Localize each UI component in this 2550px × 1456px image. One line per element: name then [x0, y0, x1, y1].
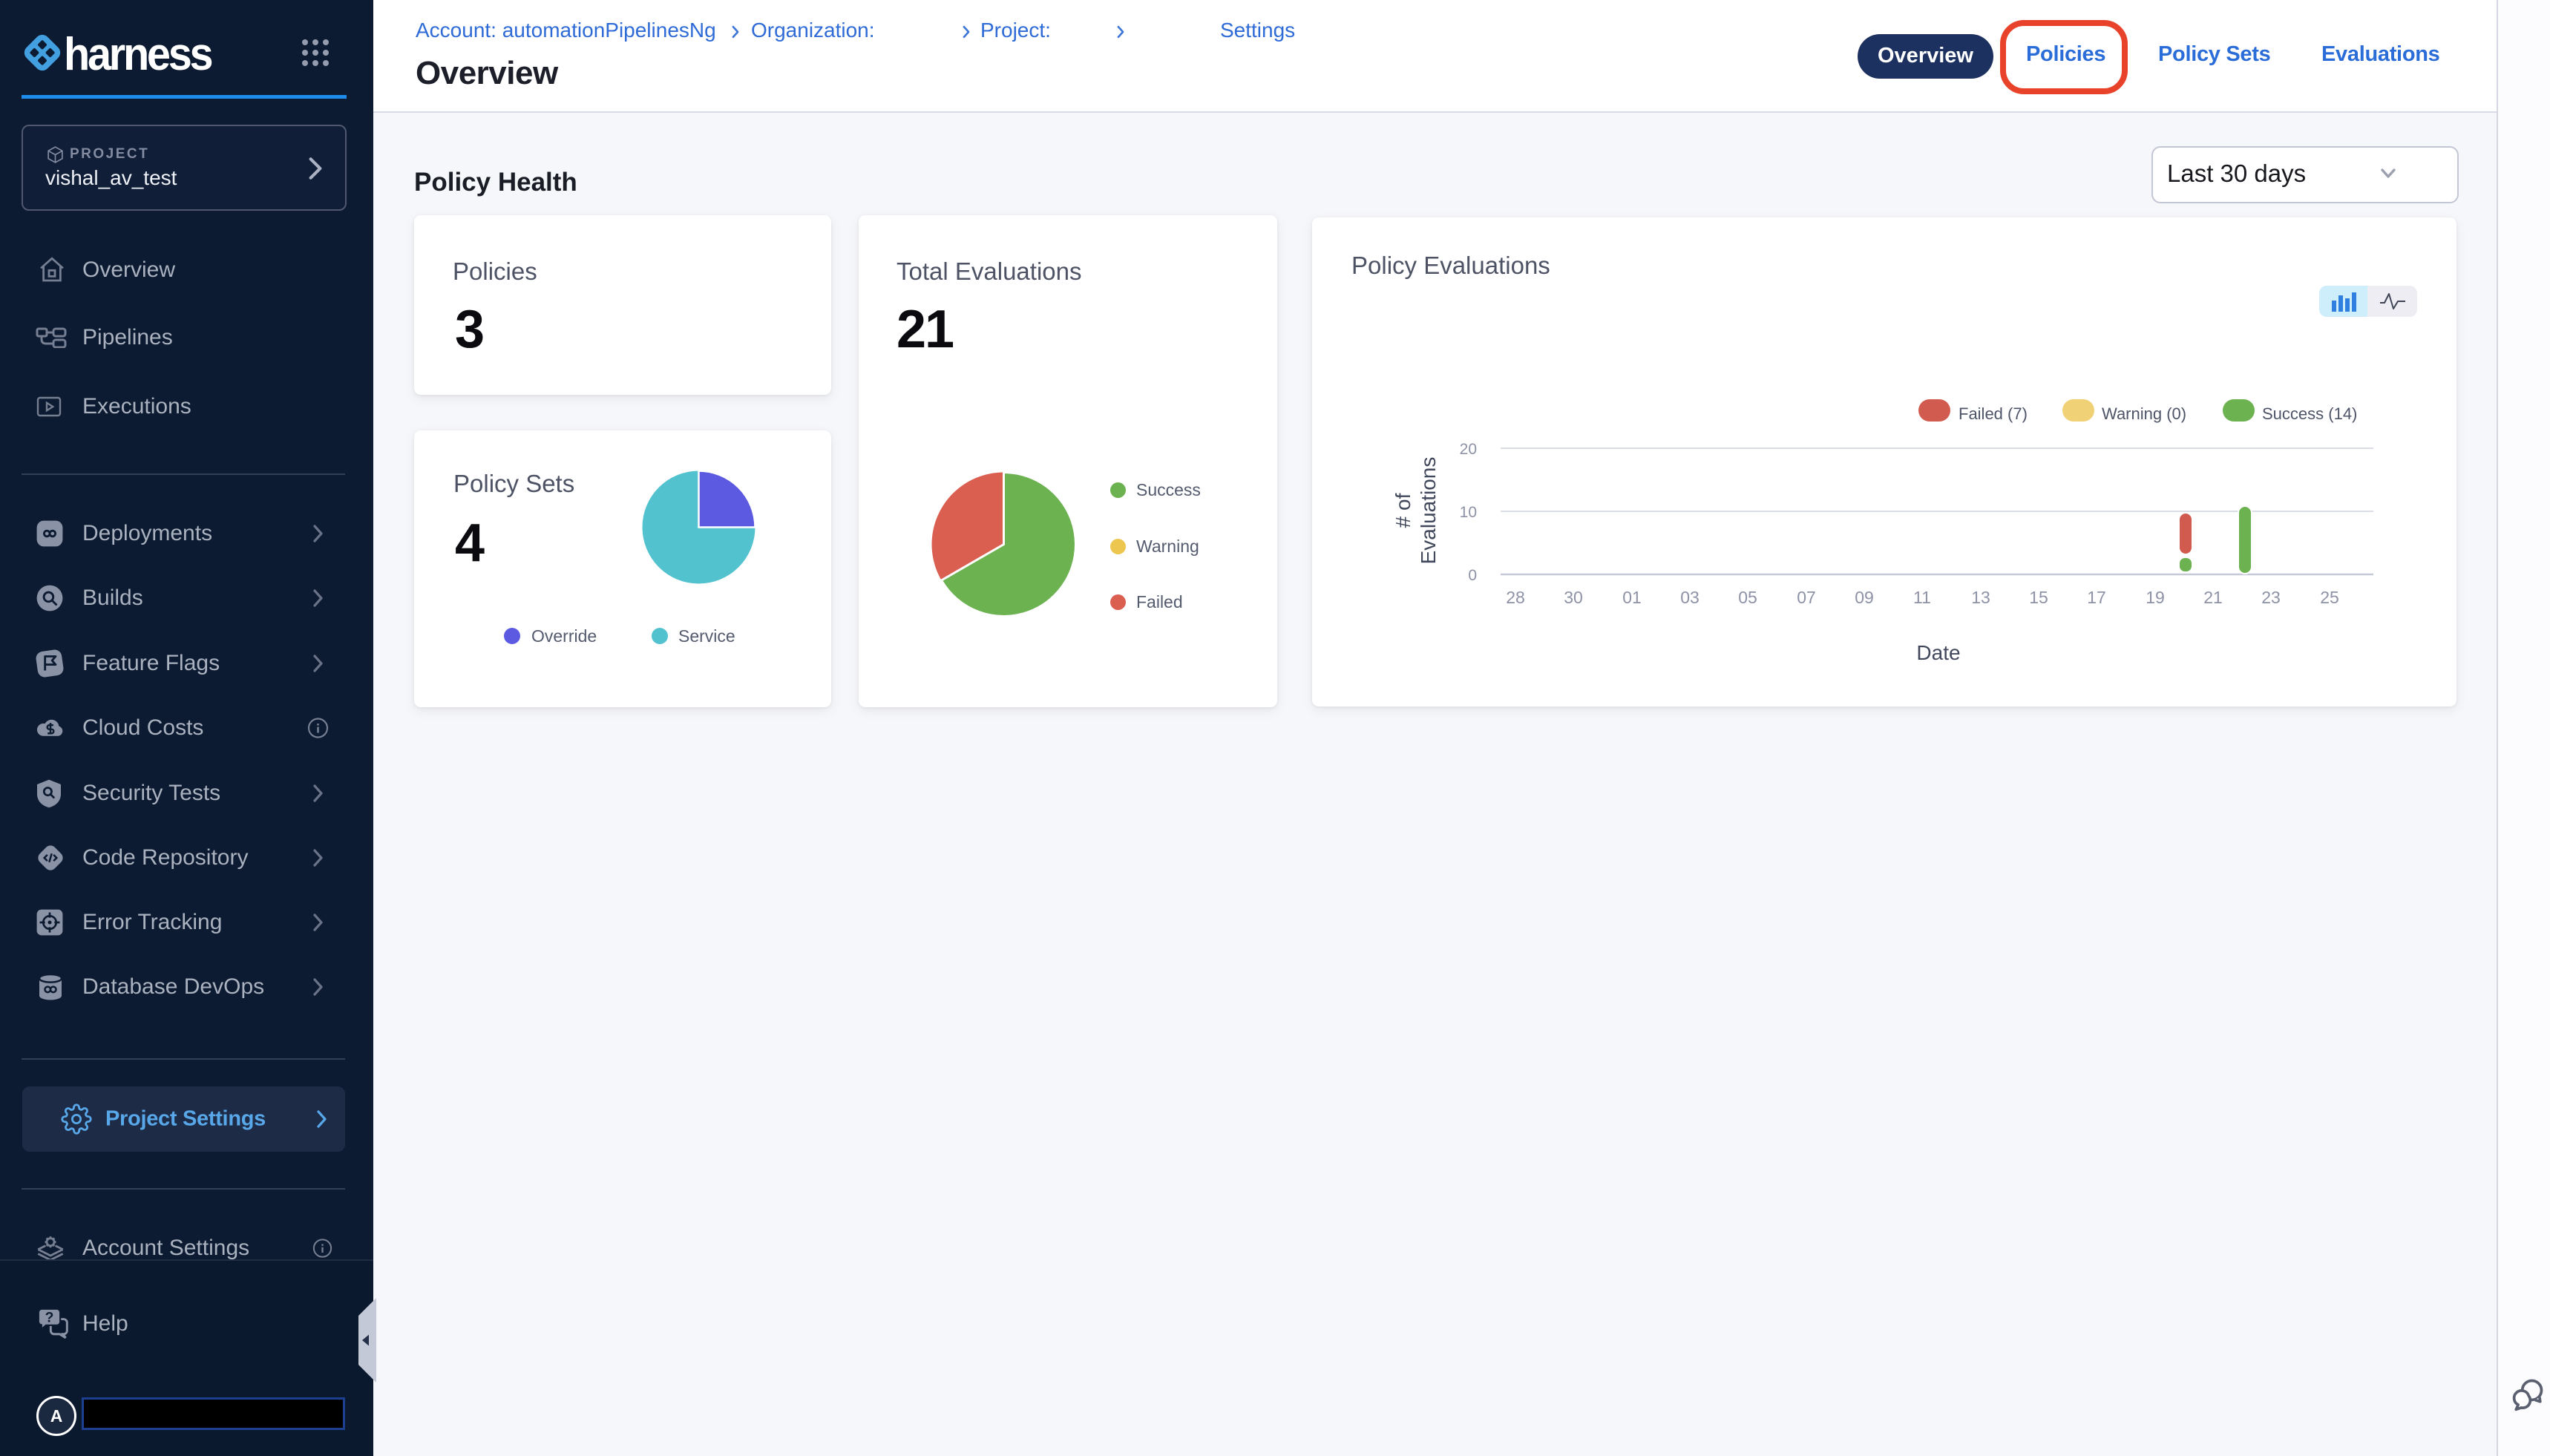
svg-text:23: 23 [2261, 588, 2281, 607]
svg-text:Evaluations: Evaluations [1417, 457, 1440, 565]
svg-text:11: 11 [1913, 588, 1931, 607]
svg-text:21: 21 [2203, 588, 2223, 607]
svg-text:03: 03 [1680, 588, 1700, 607]
svg-text:17: 17 [2087, 588, 2106, 607]
svg-text:Success (14): Success (14) [2262, 404, 2357, 423]
svg-text:0: 0 [1468, 567, 1477, 584]
svg-text:?: ? [45, 1310, 54, 1325]
svg-text:# of: # of [1392, 493, 1415, 528]
svg-text:13: 13 [1971, 588, 1990, 607]
svg-text:01: 01 [1622, 588, 1642, 607]
svg-text:30: 30 [1564, 588, 1583, 607]
svg-text:Failed (7): Failed (7) [1959, 404, 2028, 423]
svg-text:09: 09 [1855, 588, 1874, 607]
svg-text:Warning (0): Warning (0) [2102, 404, 2186, 423]
svg-text:07: 07 [1797, 588, 1816, 607]
svg-text:Date: Date [1916, 641, 1960, 664]
svg-text:28: 28 [1506, 588, 1525, 607]
svg-text:15: 15 [2029, 588, 2048, 607]
svg-text:05: 05 [1738, 588, 1757, 607]
svg-text:20: 20 [1460, 441, 1477, 458]
svg-text:19: 19 [2146, 588, 2165, 607]
svg-text:10: 10 [1460, 504, 1477, 521]
svg-text:25: 25 [2320, 588, 2339, 607]
